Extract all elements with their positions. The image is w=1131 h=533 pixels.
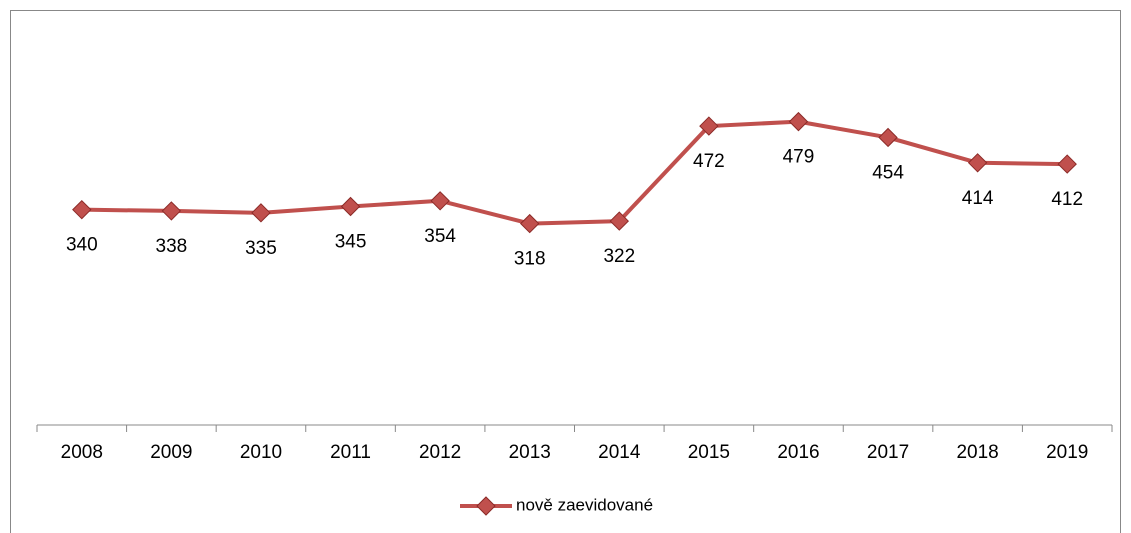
- data-label: 454: [872, 162, 904, 183]
- data-label: 412: [1051, 189, 1083, 210]
- series-line: [81, 119, 1068, 226]
- x-tick-label: 2008: [61, 442, 103, 463]
- data-label: 322: [603, 246, 635, 267]
- x-tick-label: 2011: [330, 442, 371, 463]
- x-tick-label: 2009: [150, 442, 192, 463]
- x-tick-label: 2013: [509, 442, 551, 463]
- legend-label: nově zaevidované: [516, 495, 653, 514]
- chart-frame: [10, 10, 1121, 533]
- marker: [699, 116, 719, 136]
- marker: [520, 213, 540, 234]
- data-label: 354: [424, 226, 456, 247]
- x-tick-label: 2018: [956, 442, 998, 463]
- data-label: 340: [66, 235, 98, 256]
- x-tick-label: 2010: [240, 442, 282, 463]
- x-tick-label: 2017: [867, 442, 909, 463]
- x-tick-label: 2014: [598, 442, 641, 463]
- marker: [340, 196, 361, 217]
- legend-marker: [476, 496, 496, 516]
- data-label: 472: [693, 151, 725, 172]
- x-tick-label: 2019: [1046, 442, 1088, 463]
- marker: [609, 211, 629, 231]
- marker: [251, 203, 271, 223]
- marker: [967, 153, 988, 173]
- x-tick-label: 2015: [688, 442, 730, 463]
- x-tick-label: 2012: [419, 442, 461, 463]
- data-label: 338: [156, 236, 188, 257]
- marker: [161, 201, 182, 221]
- data-label: 479: [783, 147, 815, 168]
- marker: [430, 191, 450, 211]
- data-label: 318: [514, 249, 546, 270]
- x-tick-label: 2016: [777, 442, 819, 463]
- marker: [788, 111, 809, 132]
- marker: [72, 199, 92, 220]
- data-label: 335: [245, 238, 277, 259]
- data-label: 345: [335, 232, 367, 253]
- data-label: 414: [962, 188, 994, 209]
- marker: [1057, 154, 1077, 174]
- marker: [878, 127, 898, 148]
